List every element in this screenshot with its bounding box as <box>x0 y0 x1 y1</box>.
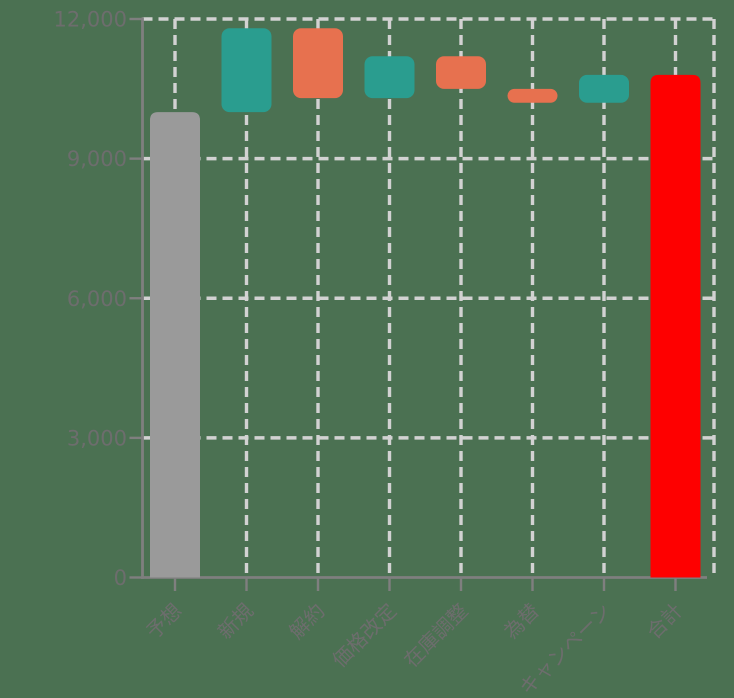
waterfall-bar-2-increase <box>221 28 272 113</box>
y-tick-label: 3,000 <box>67 426 127 450</box>
waterfall-bar-8-total <box>650 74 701 578</box>
waterfall-bar-7-increase <box>579 74 629 103</box>
waterfall-bar-4-increase <box>364 56 415 99</box>
waterfall-bar-5-decrease <box>436 56 486 89</box>
y-tick-label: 6,000 <box>67 287 127 311</box>
waterfall-bar-6-decrease <box>507 88 558 103</box>
waterfall-bar-3-decrease <box>293 28 343 99</box>
waterfall-bar-1-base <box>150 112 200 578</box>
y-tick-label: 12,000 <box>54 8 127 32</box>
y-tick-label: 0 <box>114 566 127 590</box>
y-tick-label: 9,000 <box>67 147 127 171</box>
